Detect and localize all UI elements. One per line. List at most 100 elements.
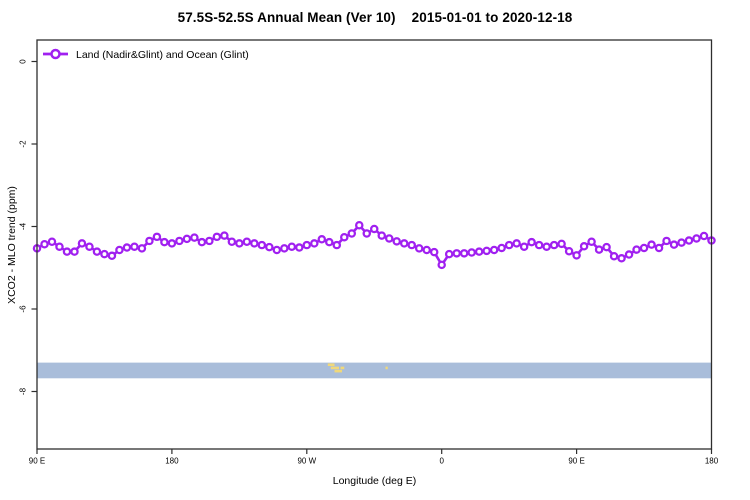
data-point-marker <box>175 236 184 246</box>
data-point-marker <box>369 224 379 234</box>
data-point-marker <box>92 247 102 256</box>
data-point-marker <box>459 249 469 258</box>
data-point-marker <box>40 239 49 249</box>
data-point-marker <box>257 240 267 250</box>
data-point-marker <box>310 239 319 248</box>
data-point-marker <box>504 240 514 250</box>
land-mark <box>334 369 343 373</box>
chart-title: 57.5S-52.5S Annual Mean (Ver 10) 2015-01… <box>0 10 750 25</box>
data-point-marker <box>422 245 431 255</box>
ocean-band <box>37 362 712 379</box>
x-axis-title: Longitude (deg E) <box>332 475 417 487</box>
data-point-marker <box>302 240 312 250</box>
land-mark <box>385 366 388 370</box>
chart-title-dates: 2015-01-01 to 2020-12-18 <box>411 10 573 25</box>
data-point-marker <box>542 242 551 251</box>
data-point-marker <box>265 242 274 252</box>
y-tick-label: 0 <box>19 59 28 64</box>
data-point-marker <box>632 245 641 254</box>
data-point-marker <box>242 237 252 247</box>
data-point-marker <box>489 245 499 255</box>
y-tick-label: -6 <box>19 305 28 313</box>
data-point-marker <box>100 249 109 259</box>
data-point-marker <box>399 239 409 248</box>
data-point-marker <box>287 242 297 251</box>
land-mark <box>330 366 340 370</box>
data-point-marker <box>227 237 237 247</box>
data-point-marker <box>474 247 484 256</box>
data-point-marker <box>392 237 401 246</box>
data-point-marker <box>130 242 139 251</box>
data-point-marker <box>325 237 334 247</box>
data-point-marker <box>677 238 686 247</box>
data-point-marker <box>602 242 611 252</box>
data-point-marker <box>190 233 199 242</box>
data-point-marker <box>280 244 289 253</box>
x-tick-label: 90 E <box>568 457 584 466</box>
chart-title-region: 57.5S-52.5S Annual Mean (Ver 10) <box>177 10 396 25</box>
data-point-marker <box>579 242 589 251</box>
data-point-marker <box>669 240 679 249</box>
data-point-marker <box>107 251 117 261</box>
data-point-marker <box>384 234 394 243</box>
y-axis-title: XCO2 - MLO trend (ppm) <box>6 186 18 304</box>
data-point-marker <box>317 235 327 244</box>
x-tick-label: 180 <box>165 457 179 466</box>
data-point-marker <box>692 234 701 243</box>
data-point-marker <box>205 236 214 246</box>
data-point-marker <box>617 254 626 263</box>
data-point-marker <box>355 221 364 230</box>
data-point-marker <box>220 231 229 240</box>
data-point-marker <box>272 245 282 255</box>
data-point-marker <box>77 239 87 248</box>
data-point-marker <box>519 242 529 251</box>
data-point-marker <box>55 242 64 251</box>
data-point-marker <box>182 234 192 244</box>
x-tick-label: 0 <box>439 457 444 466</box>
data-point-marker <box>85 242 94 251</box>
data-point-marker <box>549 240 559 250</box>
data-point-marker <box>564 246 574 256</box>
data-point-marker <box>160 237 169 247</box>
data-point-marker <box>407 240 416 250</box>
x-tick-label: 90 W <box>297 457 316 466</box>
data-point-marker <box>332 240 342 250</box>
land-mark <box>327 363 335 367</box>
data-point-marker <box>340 232 349 242</box>
plot-frame <box>36 39 713 450</box>
data-point-marker <box>467 248 476 257</box>
data-point-marker <box>497 243 506 253</box>
data-point-marker <box>437 260 446 270</box>
data-point-marker <box>609 251 619 261</box>
ocean-band-layer <box>37 362 712 379</box>
data-point-marker <box>197 237 207 247</box>
data-point-marker <box>377 231 386 240</box>
y-tick-label: -8 <box>19 387 28 395</box>
axis-ticks-layer: 90 E 180 90 W 0 90 E 180 0 -2 -4 -6 -8 <box>19 59 719 466</box>
plot-frame-layer <box>36 39 713 450</box>
data-point-marker <box>557 239 566 249</box>
data-point-marker <box>152 232 162 242</box>
data-point-marker <box>594 245 604 254</box>
data-point-marker <box>527 237 536 247</box>
data-point-marker <box>662 236 671 246</box>
data-point-marker <box>699 231 709 241</box>
y-tick-label: -2 <box>19 140 28 148</box>
data-point-marker <box>47 237 57 247</box>
data-point-marker <box>654 243 664 253</box>
data-point-marker <box>250 239 259 248</box>
data-point-marker <box>444 249 454 259</box>
data-point-marker <box>647 240 656 249</box>
x-tick-label: 180 <box>705 457 719 466</box>
data-point-marker <box>122 243 132 252</box>
data-point-marker <box>145 236 154 246</box>
data-point-marker <box>572 251 581 260</box>
data-point-marker <box>482 246 491 256</box>
data-point-marker <box>295 243 304 252</box>
data-point-marker <box>347 229 357 238</box>
legend: Land (Nadir&Glint) and Ocean (Glint) <box>43 48 249 61</box>
legend-label: Land (Nadir&Glint) and Ocean (Glint) <box>76 49 249 61</box>
data-point-marker <box>534 240 544 250</box>
data-point-marker <box>624 250 634 259</box>
